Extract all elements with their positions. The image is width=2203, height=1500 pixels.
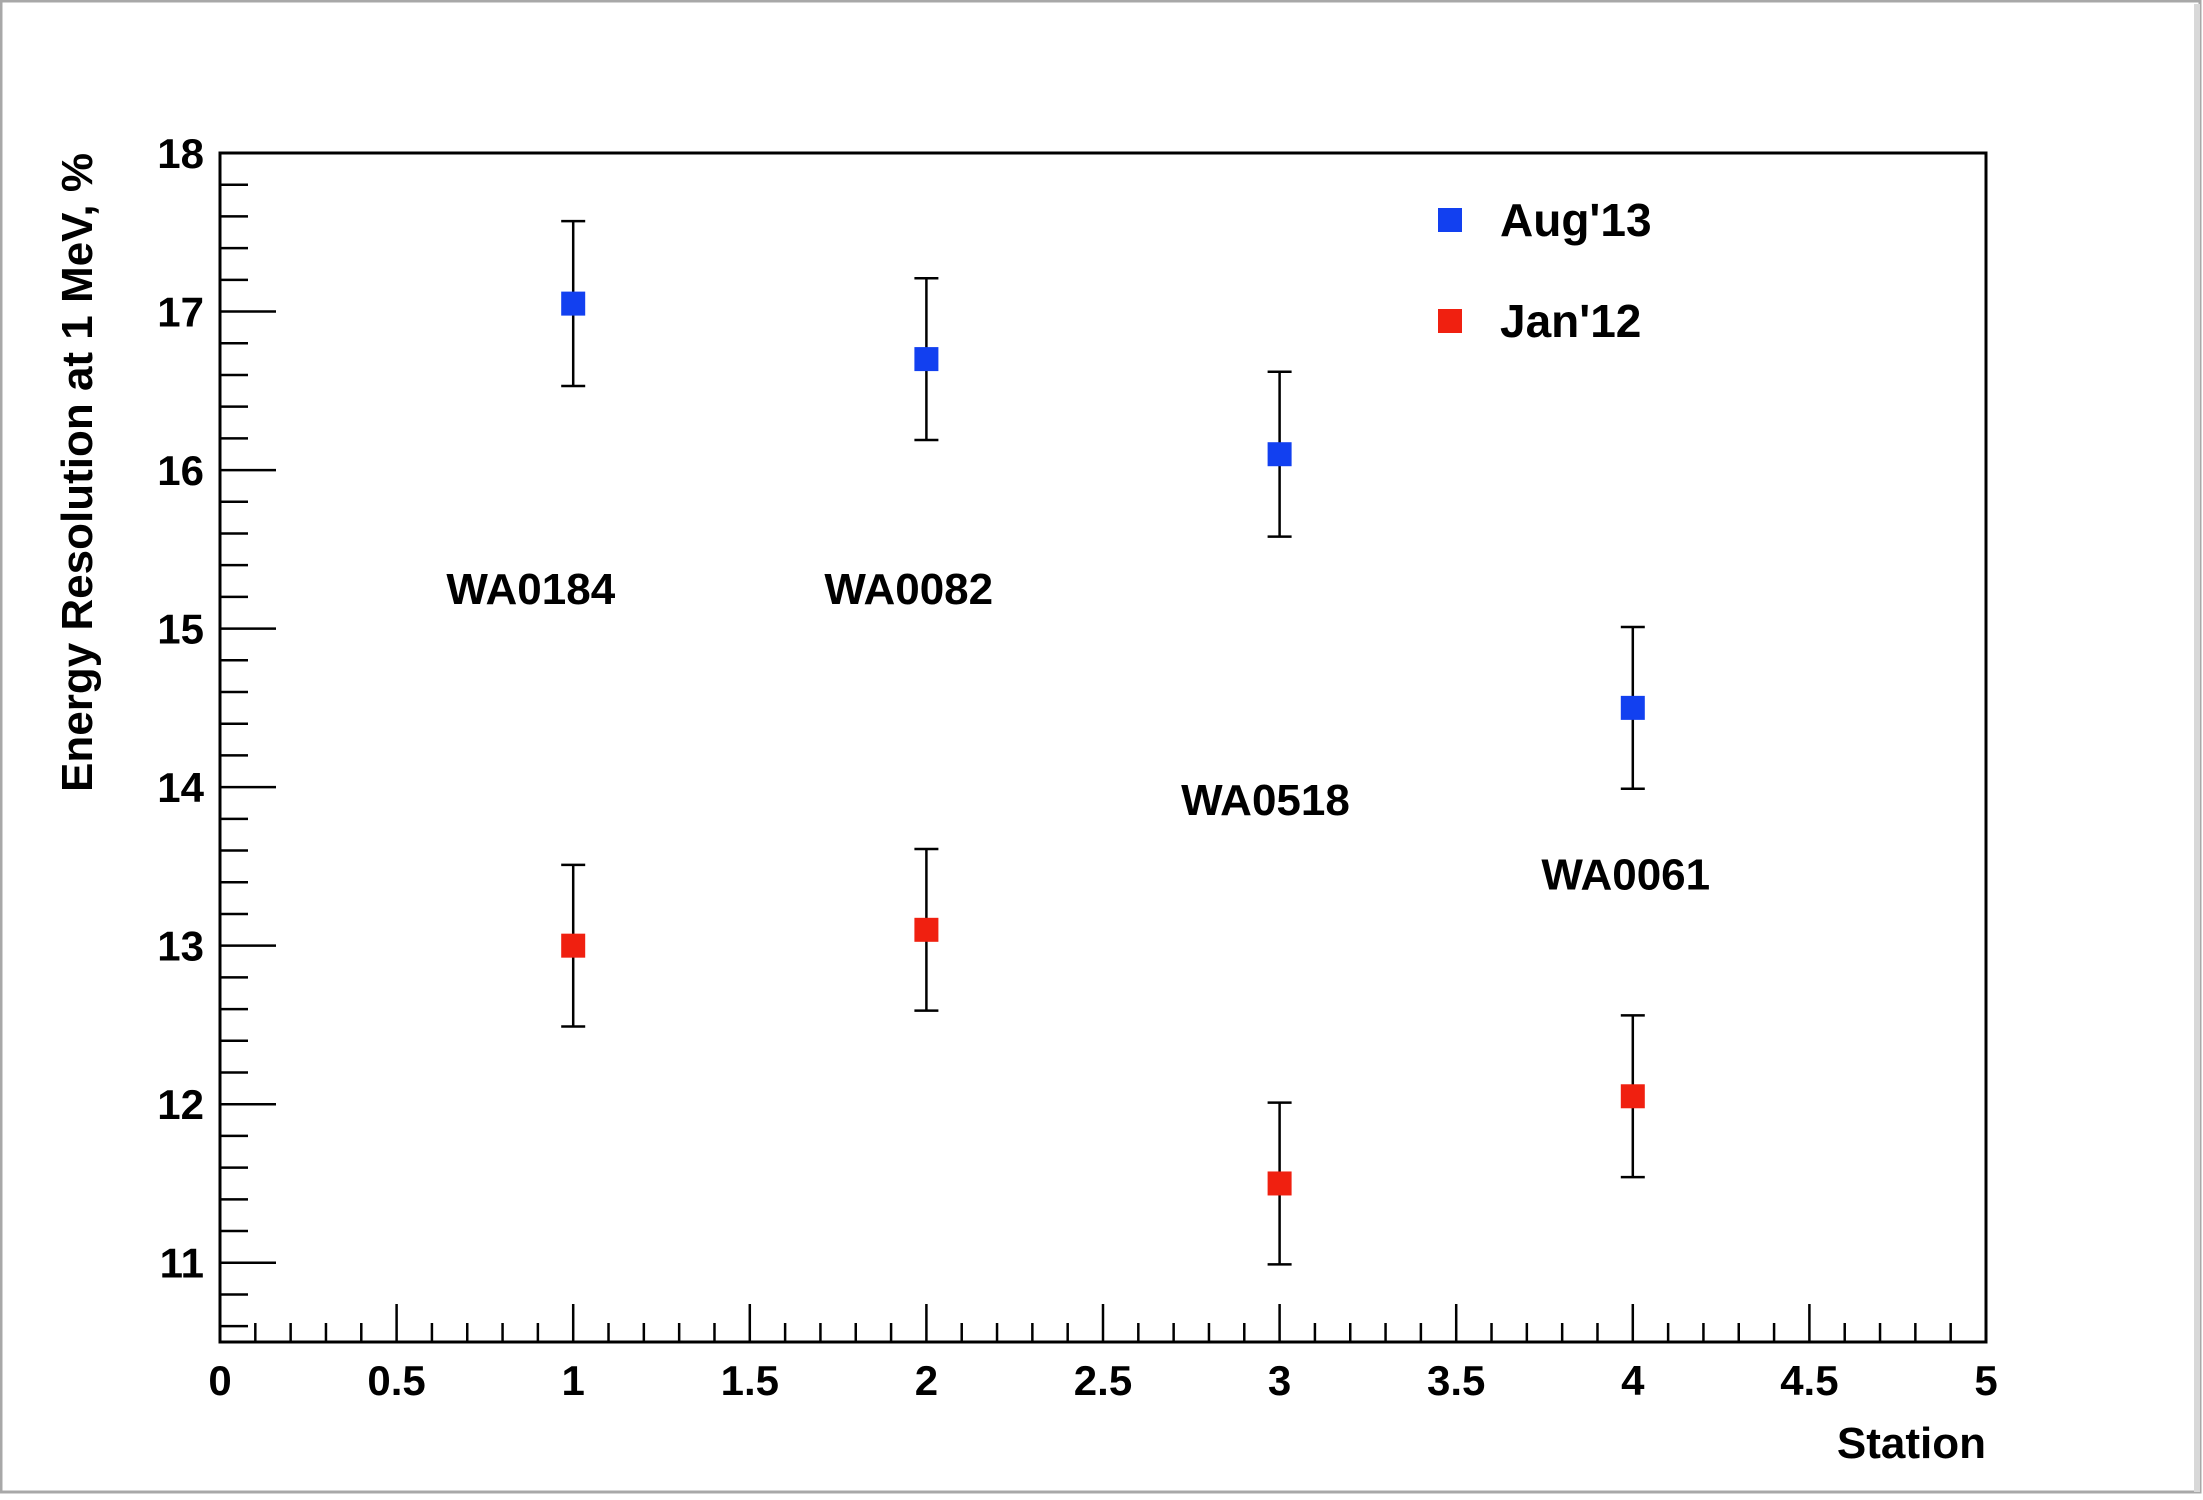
- data-point: [914, 917, 939, 942]
- legend-label: Aug'13: [1500, 194, 1652, 246]
- legend-marker: [1438, 208, 1462, 232]
- x-tick-label: 5: [1974, 1357, 1997, 1404]
- y-tick-label: 17: [157, 289, 204, 336]
- annotations: WA0184 WA0082 WA0518 WA0061: [446, 565, 1710, 899]
- legend: Aug'13 Jan'12: [1438, 194, 1652, 347]
- x-tick-label: 0.5: [367, 1357, 425, 1404]
- data-point: [914, 347, 939, 372]
- y-tick-label: 18: [157, 130, 204, 177]
- x-tick-label: 2: [915, 1357, 938, 1404]
- data-point: [561, 291, 586, 316]
- axis-labels: 0 0.5 1 1.5 2 2.5 3 3.5 4 4.5 5 11 12 13 14 15 16 17 18: [157, 130, 1997, 1404]
- y-axis-title: Energy Resolution at 1 MeV, %: [53, 153, 102, 792]
- y-tick-label: 11: [160, 1240, 204, 1287]
- x-tick-label: 3.5: [1427, 1357, 1485, 1404]
- y-tick-label: 12: [157, 1081, 204, 1128]
- x-tick-label: 4: [1621, 1357, 1645, 1404]
- x-tick-label: 0: [208, 1357, 231, 1404]
- x-tick-label: 1: [562, 1357, 585, 1404]
- data-point: [1620, 695, 1645, 720]
- x-axis-title: Station: [1837, 1419, 1986, 1468]
- y-tick-label: 15: [157, 606, 204, 653]
- station-annotation: WA0061: [1541, 850, 1710, 899]
- legend-marker: [1438, 309, 1462, 333]
- axis-ticks: [218, 151, 1988, 1342]
- data-point: [1620, 1084, 1645, 1109]
- data-markers: [561, 291, 1645, 1196]
- station-annotation: WA0082: [824, 565, 993, 614]
- y-tick-label: 16: [157, 447, 204, 494]
- y-tick-label: 14: [157, 764, 204, 811]
- data-point: [1267, 1171, 1292, 1196]
- x-tick-label: 3: [1268, 1357, 1291, 1404]
- x-tick-label: 1.5: [721, 1357, 779, 1404]
- station-annotation: WA0518: [1181, 776, 1350, 825]
- legend-label: Jan'12: [1500, 295, 1641, 347]
- data-point: [561, 933, 586, 958]
- x-tick-label: 2.5: [1074, 1357, 1132, 1404]
- y-tick-label: 13: [157, 923, 204, 970]
- canvas-shadow: [2194, 4, 2200, 1492]
- x-tick-label: 4.5: [1780, 1357, 1838, 1404]
- station-annotation: WA0184: [446, 565, 615, 614]
- data-point: [1267, 442, 1292, 467]
